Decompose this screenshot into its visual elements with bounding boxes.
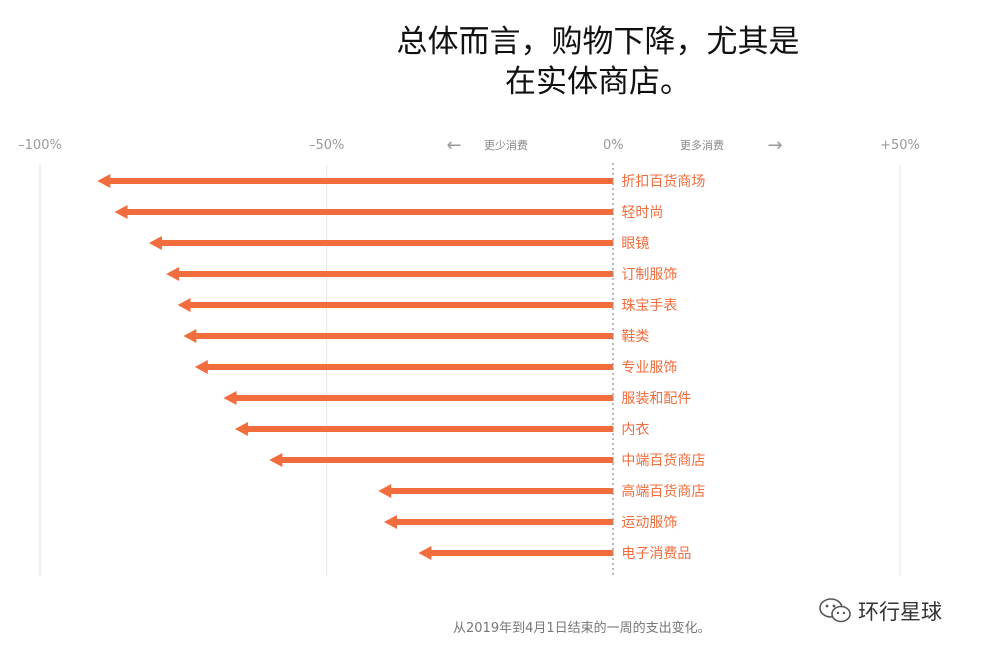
bar-chart: –100% –50% 0% +50% ← 更少消费 更多消费 → 折扣百货商场轻时尚眼… [18,135,920,576]
bar [97,174,614,188]
bar-layer [97,174,614,560]
category-label: 眼镜 [621,236,649,252]
wechat-icon [819,598,851,623]
watermark-text: 环行星球 [858,600,942,624]
bar [378,484,614,498]
category-label: 折扣百货商场 [621,173,705,190]
bar [223,391,614,405]
grid-layer [39,165,901,576]
chart-caption: 从2019年到4月1日结束的一周的支出变化。 [453,621,711,636]
x-tick-label: –100% [18,138,62,153]
category-label: 电子消费品 [621,546,691,562]
category-label: 服装和配件 [621,391,691,407]
category-label: 珠宝手表 [621,298,677,314]
direction-indicator: ← 更少消费 更多消费 → [446,135,782,156]
more-spend-label: 更多消费 [680,138,724,152]
category-label: 高端百货商店 [621,483,705,500]
category-label-layer: 折扣百货商场轻时尚眼镜订制服饰珠宝手表鞋类专业服饰服装和配件内衣中端百货商店高端… [621,173,705,562]
category-label: 专业服饰 [621,360,677,376]
bar [234,422,614,436]
x-tick-label: +50% [880,138,920,153]
category-label: 订制服饰 [621,267,677,283]
bar [148,236,614,250]
x-tick-label: –50% [309,138,344,153]
chart-title-line-1: 总体而言，购物下降，尤其是 [396,24,800,60]
less-spend-label: 更少消费 [484,138,528,152]
x-tick-label: 0% [603,138,624,153]
category-label: 运动服饰 [621,515,677,531]
bar [384,515,614,529]
bar [114,205,614,219]
bar [183,329,614,343]
category-label: 轻时尚 [621,205,663,221]
chart-title-line-2: 在实体商店。 [505,64,691,100]
bar [177,298,614,312]
category-label: 内衣 [621,422,649,438]
bar [166,267,614,281]
category-label: 鞋类 [621,329,649,345]
bar [269,453,614,467]
bar [194,360,614,374]
bar [418,546,614,560]
less-spend-arrow: ← [446,135,461,156]
chart-title: 总体而言，购物下降，尤其是 在实体商店。 [0,22,1000,102]
more-spend-arrow: → [767,135,782,156]
watermark: 环行星球 [818,596,942,626]
tick-label-layer: –100% –50% 0% +50% [18,138,920,153]
category-label: 中端百货商店 [621,452,705,469]
